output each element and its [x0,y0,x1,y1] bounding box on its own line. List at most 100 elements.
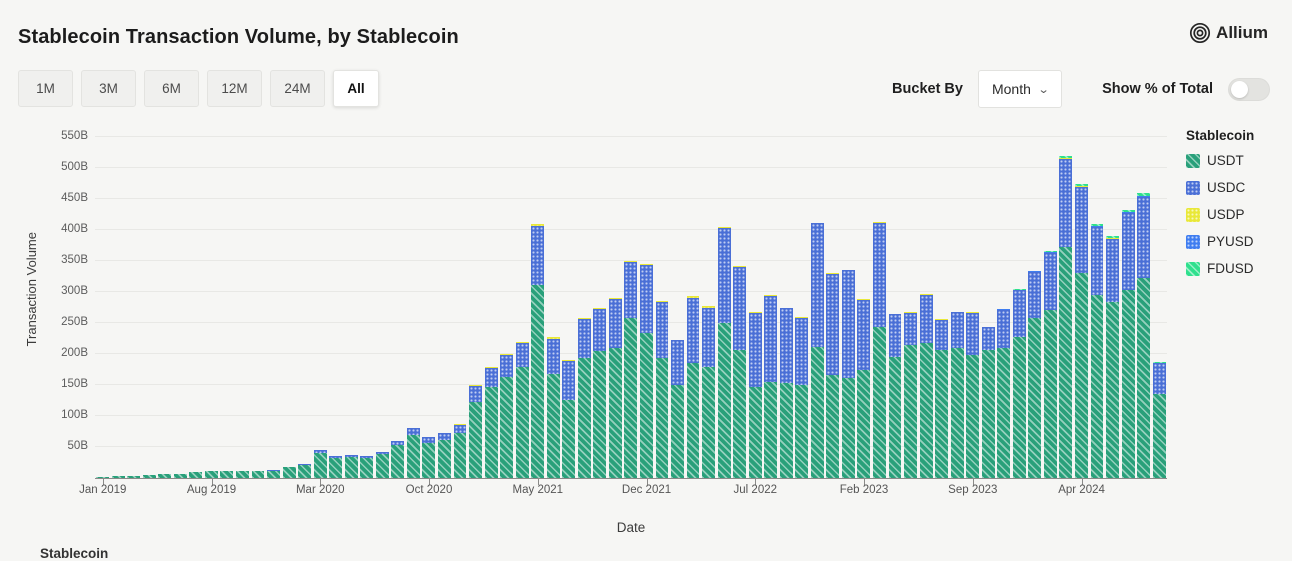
bar-dec-2023[interactable] [1013,289,1026,478]
bar-may-2021[interactable] [531,224,544,478]
bar-nov-2020[interactable] [438,433,451,478]
bar-aug-2023[interactable] [951,312,964,478]
bar-dec-2021[interactable] [640,264,653,478]
bar-jul-2019[interactable] [189,472,202,478]
segment-usdc [873,223,886,327]
bar-apr-2021[interactable] [516,342,529,478]
bar-aug-2019[interactable] [205,471,218,478]
bar-feb-2022[interactable] [671,340,684,478]
bar-may-2019[interactable] [158,474,171,478]
bar-apr-2023[interactable] [889,314,902,478]
bar-aug-2021[interactable] [578,318,591,478]
bar-sep-2022[interactable] [780,308,793,479]
bar-apr-2024[interactable] [1075,184,1088,479]
bar-may-2022[interactable] [718,227,731,478]
bar-apr-2019[interactable] [143,475,156,478]
bar-dec-2020[interactable] [454,424,467,478]
bar-jan-2021[interactable] [469,385,482,478]
bar-feb-2020[interactable] [298,464,311,478]
bar-jun-2022[interactable] [733,266,746,478]
segment-usdt [656,358,669,478]
bar-jan-2020[interactable] [283,467,296,478]
bar-feb-2021[interactable] [485,367,498,478]
bar-jul-2022[interactable] [749,312,762,478]
bar-nov-2022[interactable] [811,223,824,478]
range-button-12m[interactable]: 12M [207,70,262,107]
bar-nov-2019[interactable] [252,471,265,478]
bar-aug-2024[interactable] [1137,193,1150,478]
bar-nov-2021[interactable] [624,261,637,478]
bar-oct-2020[interactable] [422,437,435,478]
bar-jun-2021[interactable] [547,337,560,478]
legend-item-pyusd[interactable]: PYUSD [1186,234,1254,249]
bar-aug-2022[interactable] [764,295,777,478]
bar-jul-2023[interactable] [935,319,948,478]
x-axis-line [95,478,1167,479]
range-button-6m[interactable]: 6M [144,70,199,107]
legend-item-fdusd[interactable]: FDUSD [1186,261,1254,276]
segment-usdc [547,339,560,374]
segment-usdt [485,387,498,478]
bar-mar-2024[interactable] [1059,156,1072,478]
bar-sep-2023[interactable] [966,312,979,478]
bar-apr-2022[interactable] [702,306,715,478]
bar-jun-2019[interactable] [174,474,187,478]
bar-jul-2021[interactable] [562,360,575,478]
segment-usdt [360,458,373,478]
range-button-3m[interactable]: 3M [81,70,136,107]
bar-may-2024[interactable] [1091,224,1104,478]
bar-sep-2020[interactable] [407,428,420,478]
range-button-all[interactable]: All [333,70,379,107]
bar-oct-2019[interactable] [236,471,249,478]
bar-jul-2024[interactable] [1122,210,1135,478]
segment-usdc [749,313,762,387]
bar-may-2020[interactable] [345,455,358,478]
bar-jan-2023[interactable] [842,270,855,478]
bar-jun-2020[interactable] [360,456,373,478]
legend-label: FDUSD [1207,261,1254,276]
bar-jan-2024[interactable] [1028,271,1041,478]
segment-usdt [857,370,870,478]
bar-sep-2019[interactable] [220,471,233,478]
bar-feb-2023[interactable] [857,299,870,478]
bar-nov-2023[interactable] [997,309,1010,478]
bar-oct-2021[interactable] [609,298,622,478]
bar-jun-2024[interactable] [1106,236,1119,478]
bar-dec-2022[interactable] [826,273,839,478]
bar-feb-2019[interactable] [112,476,125,478]
bar-may-2023[interactable] [904,312,917,478]
bar-jan-2019[interactable] [96,477,109,478]
legend-swatch-usdp [1186,208,1200,222]
segment-usdt [873,327,886,478]
bar-sep-2021[interactable] [593,308,606,479]
bar-jul-2020[interactable] [376,452,389,478]
bar-mar-2020[interactable] [314,450,327,478]
segment-usdc [578,319,591,358]
bar-mar-2019[interactable] [127,476,140,478]
segment-usdt [205,471,218,478]
bar-jun-2023[interactable] [920,294,933,478]
bar-oct-2023[interactable] [982,327,995,478]
x-tick-label: Feb 2023 [840,484,889,496]
legend-item-usdc[interactable]: USDC [1186,180,1254,195]
bar-dec-2019[interactable] [267,470,280,478]
bar-sep-2024[interactable] [1153,362,1166,478]
bar-oct-2022[interactable] [795,317,808,478]
legend-item-usdt[interactable]: USDT [1186,153,1254,168]
gridline-450B [95,198,1167,199]
bar-jan-2022[interactable] [656,301,669,478]
legend-items: USDT USDC USDP PYUSD FDUSD [1186,153,1254,276]
bar-mar-2021[interactable] [500,354,513,478]
bar-mar-2022[interactable] [687,296,700,478]
bar-aug-2020[interactable] [391,441,404,479]
bar-mar-2023[interactable] [873,222,886,478]
segment-usdt [1106,302,1119,478]
legend-item-usdp[interactable]: USDP [1186,207,1254,222]
show-pct-toggle[interactable] [1228,78,1270,101]
range-button-1m[interactable]: 1M [18,70,73,107]
bar-feb-2024[interactable] [1044,251,1057,478]
range-button-24m[interactable]: 24M [270,70,325,107]
bar-apr-2020[interactable] [329,456,342,478]
bucket-by-select[interactable]: Month ⌄ [978,70,1062,108]
